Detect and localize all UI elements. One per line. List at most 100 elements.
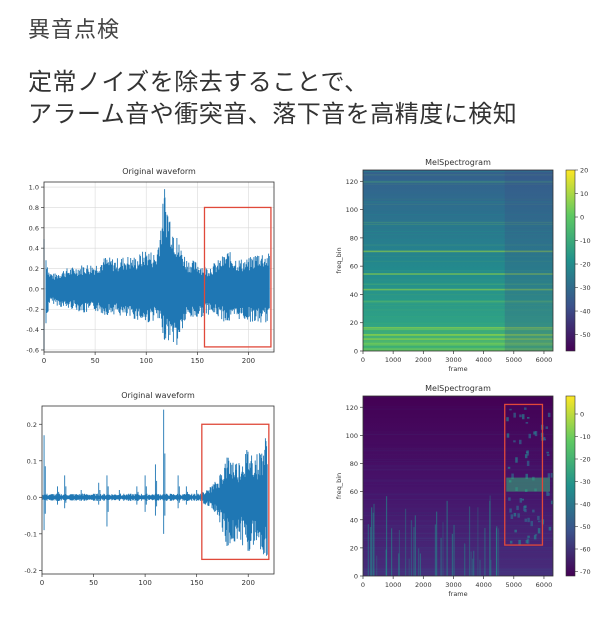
x-tick-label: 4000 (475, 581, 492, 589)
spectrogram-burst (523, 505, 526, 512)
spectrogram-band (363, 460, 553, 463)
spectrogram-band (363, 244, 553, 246)
spectrogram-band (363, 345, 553, 347)
spectrogram-band (363, 321, 553, 324)
spectrogram-band (363, 302, 553, 304)
spectrogram-burst (513, 440, 516, 443)
spectrogram-band (363, 305, 553, 307)
x-tick-label: 150 (191, 357, 204, 365)
spectrogram-onset (367, 524, 369, 576)
y-tick-label: 60 (350, 263, 358, 271)
spectrogram-band (363, 342, 553, 344)
spectrogram-band (363, 170, 553, 173)
spectrogram-band (363, 520, 553, 522)
y-tick-label: 80 (350, 460, 358, 468)
spectrogram-burst (525, 540, 529, 544)
spectrogram-band (363, 294, 553, 296)
y-axis-label: freq_bin (335, 247, 343, 273)
spectrogram-band (363, 182, 553, 184)
x-tick-label: 100 (140, 357, 153, 365)
spectrogram-burst (530, 520, 533, 527)
spectrogram-onset (479, 559, 481, 576)
spectrogram-band (363, 198, 553, 200)
colorbar-tick-label: 10 (580, 190, 588, 198)
slide-title: 異音点検 (28, 18, 121, 43)
colorbar-tick-label: -20 (580, 261, 591, 269)
spectrogram-band (363, 525, 553, 527)
spectrogram-burst (537, 520, 541, 523)
colorbar-tick-label: 20 (580, 167, 588, 175)
y-tick-label: -0.4 (26, 326, 39, 334)
x-tick-label: 6000 (536, 581, 553, 589)
chart-title: Original waveform (122, 167, 196, 176)
y-tick-label: 0.4 (29, 245, 39, 253)
spectrogram-band (363, 524, 553, 525)
y-tick-label: 20 (350, 544, 358, 552)
spectrogram-band (363, 539, 553, 542)
spectrogram-onset (489, 495, 491, 576)
x-tick-label: 150 (190, 579, 203, 587)
y-tick-label: -0.2 (24, 567, 37, 575)
y-tick-label: 0.2 (27, 421, 37, 429)
x-tick-label: 0 (42, 357, 46, 365)
spectrogram-band (363, 495, 553, 497)
spectrogram-band (363, 225, 553, 227)
spectrogram-band (363, 239, 553, 241)
spectrogram-band (363, 334, 553, 336)
spectrogram-band (363, 480, 553, 482)
spectrogram-burst (526, 460, 530, 466)
plot-frame (41, 405, 275, 575)
spectrogram-burst (519, 414, 522, 418)
spectrogram-onset (489, 500, 491, 576)
spectrogram-band (363, 416, 553, 417)
spectrogram-onset (373, 503, 375, 576)
spectrogram-band (363, 433, 553, 436)
y-tick-label: 100 (346, 206, 358, 214)
spectrogram-onset (413, 527, 415, 576)
spectrogram-band (363, 174, 553, 176)
spectrogram-burst (547, 412, 551, 418)
y-tick-label: 1.0 (29, 184, 39, 192)
spectrogram-band (363, 308, 553, 311)
y-tick-label: 40 (350, 291, 358, 299)
spectrogram-burst (547, 473, 551, 478)
spectrogram-burst (550, 500, 554, 505)
spectrogram-burst (537, 528, 541, 534)
spectrogram-region (504, 170, 553, 351)
spectrogram-band (363, 469, 553, 471)
spectrogram-onset (446, 500, 448, 576)
spectrogram-band (363, 448, 553, 450)
spectrogram-onset (470, 551, 472, 576)
spectrogram-band (363, 288, 553, 291)
spectrogram-band (363, 316, 553, 318)
spectrogram-onset (385, 496, 388, 576)
y-tick-label: 0.0 (29, 285, 39, 293)
spectrogram-burst (514, 529, 517, 533)
waveform-line (43, 189, 270, 350)
spectrogram-band (363, 479, 553, 481)
colorbar-tick-label: 0 (580, 411, 584, 419)
spectrogram-band (363, 431, 553, 433)
spectrogram-burst (524, 454, 528, 459)
spectrogram-band (363, 329, 553, 331)
spectrogram-band (363, 180, 553, 182)
spectrogram-burst (526, 540, 530, 544)
spectrogram-band (363, 464, 553, 465)
spectrogram-band (363, 528, 553, 530)
spectrogram-burst (547, 492, 550, 496)
spectrogram-burst (525, 422, 529, 424)
waveform-chart-top: Original waveform 0 50 100 150 200 -0.6 -0.4 -0.… (26, 167, 275, 365)
spectrogram-onset (419, 553, 422, 576)
spectrogram-band (363, 465, 553, 467)
y-tick-label: -0.1 (24, 530, 37, 538)
chart-title: MelSpectrogram (425, 158, 491, 167)
spectrogram-band (363, 223, 553, 225)
spectrogram-burst (517, 513, 520, 518)
spectrogram-burst-band (506, 477, 550, 492)
spectrogram-onset (414, 515, 416, 576)
spectrogram-band (363, 273, 553, 275)
spectrogram-burst (548, 526, 552, 531)
spectrogram-burst (542, 437, 546, 440)
spectrogram-burst (518, 539, 521, 545)
spectrogram-band (363, 279, 553, 281)
